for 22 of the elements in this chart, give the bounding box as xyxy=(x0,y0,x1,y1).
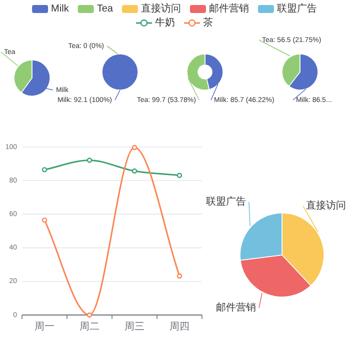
slice-label: 联盟广告 xyxy=(206,196,246,208)
slice-label: 邮件营销 xyxy=(216,302,256,314)
legend-label: 邮件营销 xyxy=(208,2,249,15)
x-tick-label: 周一 xyxy=(34,322,54,333)
legend-label: Milk xyxy=(51,4,70,15)
point xyxy=(176,273,182,279)
x-tick-label: 周四 xyxy=(170,322,190,333)
point xyxy=(86,312,92,318)
x-tick-label: 周三 xyxy=(124,322,144,333)
point xyxy=(42,217,48,223)
point xyxy=(42,167,48,172)
slice-label: 直接访问 xyxy=(306,200,346,212)
point xyxy=(86,158,92,163)
point xyxy=(176,172,182,178)
legend-label: Tea xyxy=(96,4,114,15)
point xyxy=(132,144,138,150)
point xyxy=(132,168,138,174)
legend-label: 联盟广告 xyxy=(276,2,317,15)
legend-label: 牛奶 xyxy=(155,16,175,29)
x-tick-label: 周二 xyxy=(80,322,100,333)
legend-label: 直接访问 xyxy=(140,2,181,15)
legend-label: 茶 xyxy=(203,16,213,29)
